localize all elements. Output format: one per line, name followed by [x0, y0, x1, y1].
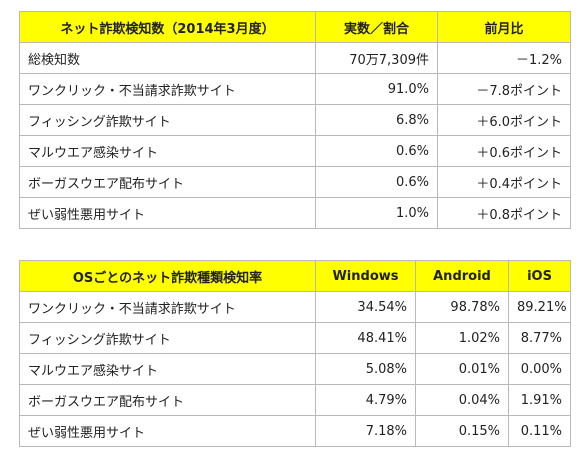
- table-row: 総検知数 70万7,309件 －1.2%: [19, 42, 571, 74]
- change-cell: ＋6.0ポイント: [437, 104, 571, 136]
- row-label: マルウエア感染サイト: [19, 135, 316, 167]
- table-row: ぜい弱性悪用サイト 7.18% 0.15% 0.11%: [19, 415, 571, 447]
- table-row: ボーガスウエア配布サイト 0.6% ＋0.4ポイント: [19, 166, 571, 198]
- os-detection-rate-table: OSごとのネット詐欺種類検知率 Windows Android iOS ワンクリ…: [19, 260, 571, 447]
- table-row: ワンクリック・不当請求詐欺サイト 34.54% 98.78% 89.21%: [19, 291, 571, 323]
- header-row: ネット詐欺検知数（2014年3月度） 実数／割合 前月比: [19, 11, 571, 43]
- table-row: ワンクリック・不当請求詐欺サイト 91.0% －7.8ポイント: [19, 73, 571, 105]
- value-cell: 0.6%: [315, 166, 438, 198]
- table-row: ぜい弱性悪用サイト 1.0% ＋0.8ポイント: [19, 197, 571, 229]
- windows-cell: 7.18%: [315, 415, 416, 447]
- row-label: フィッシング詐欺サイト: [19, 322, 316, 354]
- header-cell: 前月比: [437, 11, 571, 43]
- ios-cell: 0.11%: [508, 415, 571, 447]
- row-label: ワンクリック・不当請求詐欺サイト: [19, 73, 316, 105]
- header-row: OSごとのネット詐欺種類検知率 Windows Android iOS: [19, 260, 571, 292]
- value-cell: 0.6%: [315, 135, 438, 167]
- change-cell: －7.8ポイント: [437, 73, 571, 105]
- value-cell: 1.0%: [315, 197, 438, 229]
- change-cell: ＋0.4ポイント: [437, 166, 571, 198]
- row-label: ボーガスウエア配布サイト: [19, 166, 316, 198]
- windows-cell: 5.08%: [315, 353, 416, 385]
- table-row: フィッシング詐欺サイト 48.41% 1.02% 8.77%: [19, 322, 571, 354]
- header-cell: Android: [415, 260, 509, 292]
- windows-cell: 48.41%: [315, 322, 416, 354]
- ios-cell: 1.91%: [508, 384, 571, 416]
- change-cell: ＋0.6ポイント: [437, 135, 571, 167]
- header-cell: ネット詐欺検知数（2014年3月度）: [19, 11, 316, 43]
- android-cell: 0.15%: [415, 415, 509, 447]
- value-cell: 6.8%: [315, 104, 438, 136]
- table-row: フィッシング詐欺サイト 6.8% ＋6.0ポイント: [19, 104, 571, 136]
- android-cell: 0.01%: [415, 353, 509, 385]
- fraud-detection-table: ネット詐欺検知数（2014年3月度） 実数／割合 前月比 総検知数 70万7,3…: [19, 11, 571, 229]
- windows-cell: 34.54%: [315, 291, 416, 323]
- value-cell: 91.0%: [315, 73, 438, 105]
- header-cell: iOS: [508, 260, 571, 292]
- ios-cell: 8.77%: [508, 322, 571, 354]
- table-row: ボーガスウエア配布サイト 4.79% 0.04% 1.91%: [19, 384, 571, 416]
- change-cell: －1.2%: [437, 42, 571, 74]
- header-cell: OSごとのネット詐欺種類検知率: [19, 260, 316, 292]
- header-cell: Windows: [315, 260, 416, 292]
- row-label: マルウエア感染サイト: [19, 353, 316, 385]
- table-row: マルウエア感染サイト 5.08% 0.01% 0.00%: [19, 353, 571, 385]
- android-cell: 98.78%: [415, 291, 509, 323]
- android-cell: 1.02%: [415, 322, 509, 354]
- row-label: ぜい弱性悪用サイト: [19, 415, 316, 447]
- change-cell: ＋0.8ポイント: [437, 197, 571, 229]
- table-row: マルウエア感染サイト 0.6% ＋0.6ポイント: [19, 135, 571, 167]
- android-cell: 0.04%: [415, 384, 509, 416]
- row-label: フィッシング詐欺サイト: [19, 104, 316, 136]
- row-label: ワンクリック・不当請求詐欺サイト: [19, 291, 316, 323]
- ios-cell: 89.21%: [508, 291, 571, 323]
- row-label: 総検知数: [19, 42, 316, 74]
- value-cell: 70万7,309件: [315, 42, 438, 74]
- row-label: ボーガスウエア配布サイト: [19, 384, 316, 416]
- header-cell: 実数／割合: [315, 11, 438, 43]
- windows-cell: 4.79%: [315, 384, 416, 416]
- row-label: ぜい弱性悪用サイト: [19, 197, 316, 229]
- ios-cell: 0.00%: [508, 353, 571, 385]
